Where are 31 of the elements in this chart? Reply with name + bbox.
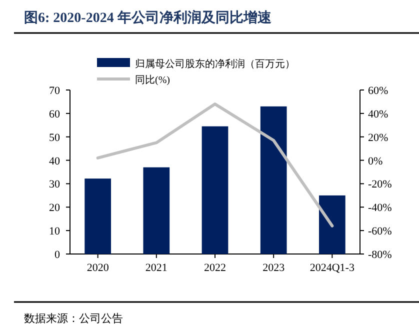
x-tick-label: 2022 (204, 262, 226, 274)
y-tick-label: 50 (49, 132, 60, 144)
legend-label: 同比(%) (135, 74, 170, 86)
bar (318, 195, 346, 254)
y2-tick-label: 40% (368, 108, 388, 120)
source-note: 数据来源：公司公告 (24, 312, 123, 325)
bar (260, 106, 287, 254)
y-tick-label: 60 (49, 108, 60, 120)
bar (84, 178, 112, 254)
chart-title: 图6: 2020-2024 年公司净利润及同比增速 (24, 9, 272, 26)
x-tick-label: 2020 (86, 262, 110, 274)
y2-tick-label: 60% (368, 85, 388, 97)
y-tick-label: 40 (49, 155, 60, 168)
y2-tick-label: 0% (368, 155, 383, 168)
y-tick-label: 10 (49, 226, 60, 238)
y2-tick-label: -40% (368, 202, 392, 214)
y-tick-label: 20 (49, 202, 60, 214)
x-tick-label: 2021 (145, 262, 168, 274)
y2-tick-label: -60% (368, 226, 392, 238)
x-tick-label: 2023 (262, 262, 286, 274)
y2-tick-label: -80% (368, 249, 392, 261)
legend-label: 归属母公司股东的净利润（百万元） (135, 58, 295, 70)
y-tick-label: 70 (49, 85, 60, 97)
bar (202, 126, 228, 254)
y2-tick-label: -20% (368, 178, 392, 191)
y2-tick-label: 20% (368, 132, 388, 144)
bar (143, 167, 170, 254)
x-tick-label: 2024Q1-3 (310, 262, 355, 274)
y-tick-label: 0 (54, 249, 60, 261)
line-series (96, 102, 334, 228)
y-tick-label: 30 (49, 178, 60, 191)
